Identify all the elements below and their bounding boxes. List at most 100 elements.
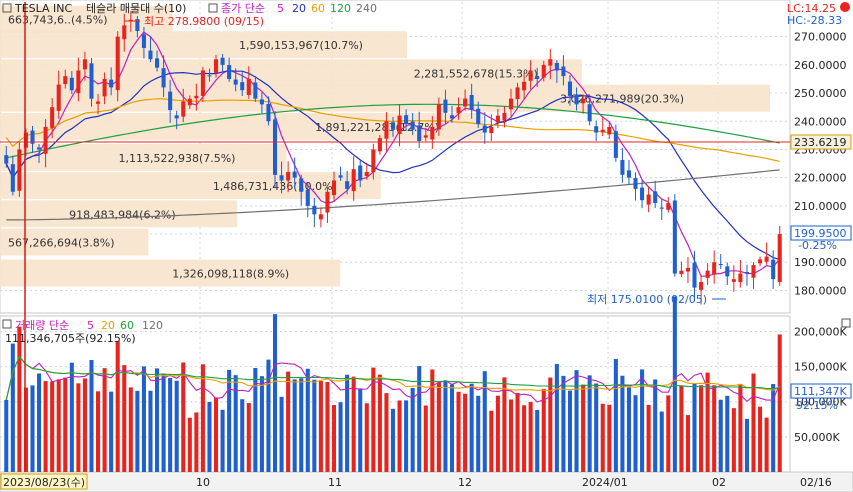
- price-tick-label: 270.0000: [794, 31, 847, 44]
- candle-body: [515, 87, 520, 100]
- volume-profile-label: 663,743,6..(4.5%): [8, 14, 108, 27]
- candle: [456, 97, 461, 120]
- volume-profile-bar: [0, 200, 238, 228]
- candle-body: [128, 19, 133, 21]
- candle-body: [30, 130, 35, 144]
- candle-body: [541, 64, 546, 78]
- volume-bar: [220, 409, 225, 472]
- volume-profile: [0, 5, 770, 287]
- volume-ma20-legend: 20: [101, 319, 115, 332]
- volume-bar: [207, 401, 212, 472]
- candle: [43, 119, 48, 168]
- volume-bar: [587, 375, 592, 472]
- volume-profile-bar: [0, 84, 770, 112]
- volume-bar: [128, 387, 133, 472]
- candle: [613, 124, 618, 162]
- candle-body: [607, 126, 612, 135]
- candle: [63, 69, 68, 89]
- candle: [135, 16, 140, 38]
- candle-body: [371, 149, 376, 173]
- volume-bar: [390, 408, 396, 472]
- candle: [102, 72, 107, 105]
- volume-bar: [594, 383, 599, 472]
- candle-body: [272, 119, 278, 175]
- volume-bar: [200, 364, 205, 472]
- candle: [200, 67, 205, 102]
- candle: [272, 110, 278, 188]
- candle-body: [738, 273, 743, 283]
- candle: [535, 67, 540, 87]
- candle-body: [640, 187, 645, 201]
- candle: [731, 265, 736, 292]
- candle-body: [554, 62, 559, 71]
- candle: [528, 60, 533, 90]
- candle: [443, 89, 448, 125]
- price-tick-label: 190.0000: [794, 256, 847, 269]
- volume-collapse-icon[interactable]: [2, 319, 12, 329]
- volume-bar: [174, 380, 179, 472]
- candle-body: [213, 59, 219, 73]
- candle-body: [135, 19, 140, 32]
- candle-body: [653, 191, 658, 204]
- candle: [436, 97, 441, 136]
- candle: [155, 50, 160, 72]
- candle-body: [63, 76, 68, 85]
- candle: [148, 36, 153, 63]
- volume-bar: [554, 364, 559, 472]
- price-ma120-legend: 120: [330, 2, 351, 15]
- candle-body: [423, 135, 428, 138]
- volume-bar: [659, 411, 664, 472]
- candle-body: [548, 59, 553, 66]
- candle-body: [574, 94, 579, 105]
- time-axis: 10 11 12 2024/01 02 02/16: [196, 476, 832, 489]
- candle: [666, 197, 671, 213]
- volume-profile-bar: [0, 31, 407, 59]
- volume-bar: [76, 383, 81, 472]
- volume-bar: [771, 384, 776, 472]
- candle: [331, 171, 337, 202]
- candle-body: [56, 84, 61, 111]
- candle: [685, 257, 690, 283]
- price-ma20-legend: 20: [292, 2, 306, 15]
- candle: [758, 256, 763, 267]
- volume-bar: [331, 405, 337, 472]
- candle-body: [764, 256, 769, 262]
- volume-profile-label: 567,266,694(3.8%): [8, 237, 115, 250]
- ticker-name: TESLA INC: [14, 2, 73, 15]
- volume-readout: 111,346,705주(92.15%): [5, 332, 136, 345]
- volume-bar: [43, 381, 48, 472]
- candle: [207, 68, 212, 82]
- candle-body: [758, 259, 763, 264]
- volume-settings-icon[interactable]: [841, 318, 851, 328]
- volume-bar: [338, 402, 343, 472]
- candle: [574, 87, 579, 111]
- candles: [4, 11, 782, 305]
- candle-body: [699, 281, 704, 290]
- volume-bar: [410, 387, 415, 472]
- volume-bar: [397, 400, 402, 472]
- volume-bar: [259, 376, 264, 472]
- volume-bar: [141, 366, 146, 472]
- candle: [253, 76, 258, 102]
- price-tick-label: 210.0000: [794, 200, 847, 213]
- volume-bar: [692, 383, 697, 472]
- settings-box-icon[interactable]: [208, 3, 218, 13]
- candle: [227, 57, 232, 82]
- candle-body: [50, 107, 55, 128]
- candle: [122, 13, 127, 52]
- hc-label: HC:-28.33: [787, 14, 842, 27]
- price-tick-label: 250.0000: [794, 87, 847, 100]
- candle: [495, 108, 500, 129]
- candle: [174, 110, 179, 130]
- volume-bar: [463, 393, 468, 472]
- candle-body: [37, 147, 42, 150]
- volume-bar: [430, 369, 435, 472]
- candle: [305, 182, 310, 218]
- candle-body: [384, 121, 389, 139]
- candle-body: [672, 200, 677, 274]
- close-icon[interactable]: [840, 2, 850, 12]
- candle: [279, 161, 284, 194]
- candle-body: [528, 70, 533, 81]
- collapse-icon[interactable]: [2, 3, 12, 13]
